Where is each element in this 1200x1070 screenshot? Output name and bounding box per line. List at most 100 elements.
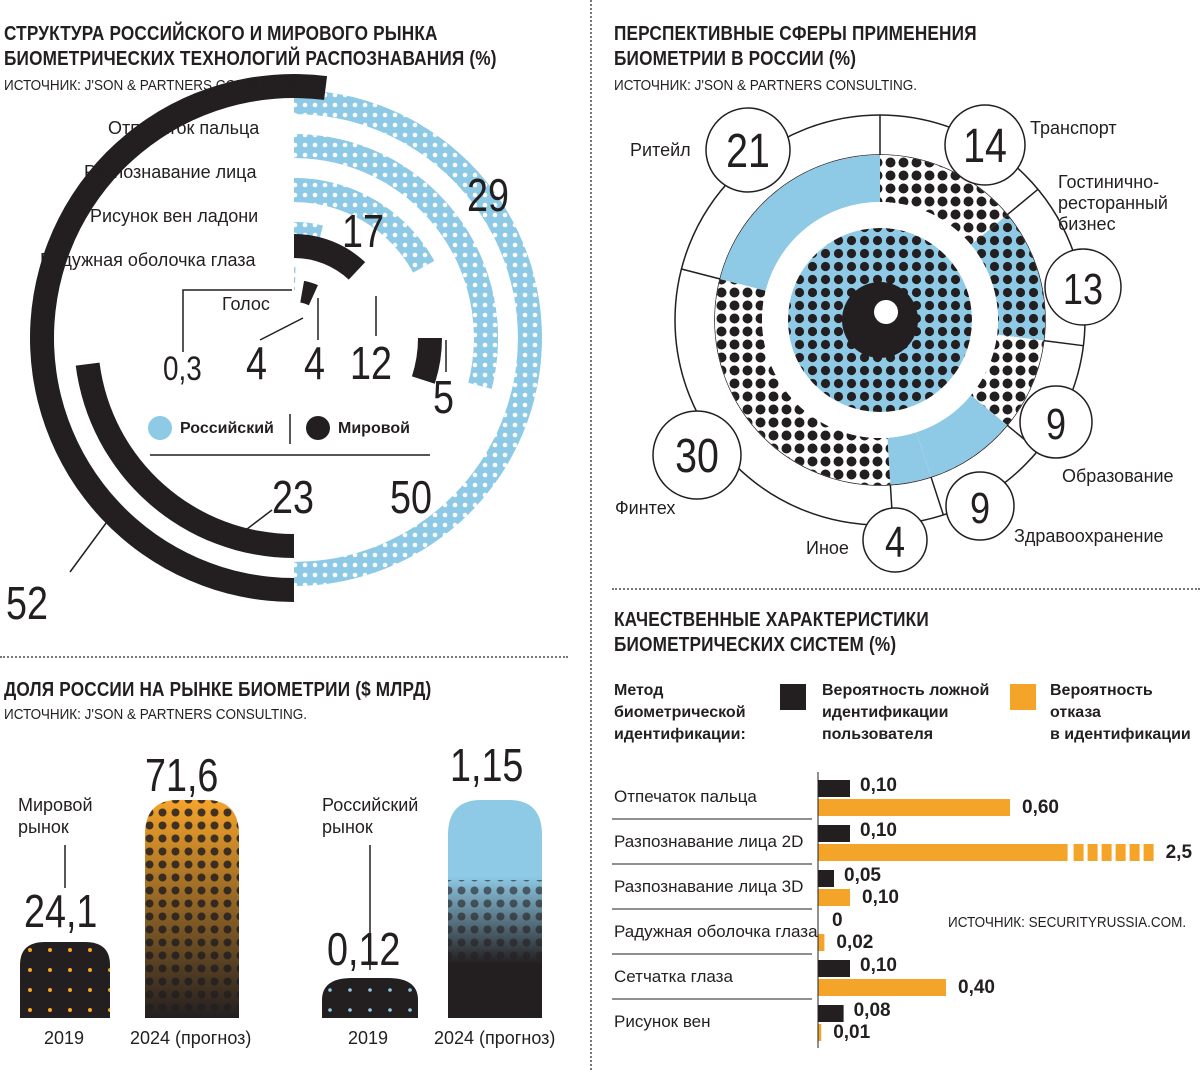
bar-frr-break-4: [1129, 844, 1140, 861]
arc-ru-voice-texture: [294, 266, 296, 291]
bar-world-2019: [20, 942, 110, 1018]
label-health: Здравоохранение: [1014, 526, 1164, 546]
ru-market-label-2: рынок: [322, 817, 373, 837]
pupil-highlight: [874, 300, 898, 324]
label-hotel-1: Гостинично-: [1058, 172, 1160, 192]
bubble-value-hotel: 13: [1063, 265, 1103, 314]
legend-world-swatch: [306, 416, 330, 440]
bar-far-face-2d: [818, 825, 850, 842]
value-frr-retina: 0,40: [958, 977, 995, 998]
seg-divider-other: [930, 476, 945, 516]
value-frr-iris: 0,02: [836, 932, 874, 953]
arc-ru-palm-texture: [294, 178, 435, 273]
value-ru-iris: 4: [246, 337, 267, 389]
bar-frr-break-5: [1143, 844, 1154, 861]
value-far-retina: 0,10: [860, 955, 897, 976]
panel4-title-line2: БИОМЕТРИЧЕСКИХ СИСТЕМ (%): [614, 634, 897, 656]
value-world-2019: 24,1: [24, 885, 98, 937]
vertical-divider: [590, 0, 592, 1070]
legend-world-label: Мировой: [338, 420, 410, 437]
value-ru-palm: 17: [342, 205, 384, 257]
label-fintech: Финтех: [615, 498, 676, 518]
value-world-2024: 71,6: [145, 749, 219, 801]
bar-russia-2019: [322, 978, 418, 1018]
col-frr-1: Вероятность: [1050, 682, 1153, 699]
arc-ru-face-texture: [294, 134, 498, 389]
value-far-iris: 0: [832, 910, 843, 931]
row-label-retina: Сетчатка глаза: [614, 967, 733, 986]
value-frr-face-2d: 2,5: [1165, 842, 1193, 863]
cat-palm-vein: Рисунок вен ладони: [90, 206, 259, 226]
bar-frr-face-2d: [818, 844, 1068, 861]
bar-frr-fingerprint: [818, 799, 1010, 816]
col-method-3: идентификации:: [614, 726, 746, 743]
bubble-retail: [705, 107, 791, 193]
bubble-transport: [944, 104, 1026, 186]
bar-far-face-3d: [818, 870, 834, 887]
panel4-source: ИСТОЧНИК: SECURITYRUSSIA.COM.: [948, 914, 1187, 931]
bubble-education: [1019, 385, 1093, 459]
arc-world-voice: [300, 280, 318, 306]
col-far-2: идентификации: [822, 704, 949, 721]
value-ru-2024: 1,15: [450, 739, 524, 791]
col-frr-3: в идентификации: [1050, 726, 1191, 743]
value-ru-face: 29: [467, 169, 509, 221]
panel1-source: ИСТОЧНИК: J'SON & PARTNERS CONSULTING.: [4, 77, 308, 94]
legend-russian-swatch: [148, 416, 172, 440]
bubble-value-other: 4: [885, 518, 905, 567]
seg-divider-retail: [681, 268, 721, 280]
arc-world-palm: [411, 338, 443, 384]
world-market-label-2: рынок: [18, 817, 69, 837]
year-ru-2024: 2024 (прогноз): [434, 1028, 556, 1048]
seg-fintech: [715, 278, 891, 485]
seg-divider-education: [1043, 339, 1084, 347]
cat-iris: Радужная оболочка глаза: [40, 250, 256, 270]
value-world-iris: 12: [350, 337, 392, 389]
seg-other: [887, 432, 931, 485]
value-frr-fingerprint: 0,60: [1022, 797, 1059, 818]
bar-world-2024-dots: [145, 800, 239, 1018]
row-label-iris: Радужная оболочка глаза: [614, 922, 818, 941]
bubble-value-health: 9: [970, 484, 990, 533]
quality-bar-chart: [612, 772, 1154, 1048]
value-ru-voice: 0,3: [163, 350, 202, 388]
legend-russian-label: Российский: [180, 420, 274, 437]
bar-far-fingerprint: [818, 780, 850, 797]
col-method-2: биометрической: [614, 704, 746, 721]
bubble-health: [945, 471, 1015, 541]
bubble-value-education: 9: [1046, 400, 1066, 449]
panel3-source: ИСТОЧНИК: J'SON & PARTNERS CONSULTING.: [4, 706, 308, 723]
bubble-value-fintech: 30: [675, 429, 719, 483]
row-label-vein: Рисунок вен: [614, 1012, 711, 1031]
bar-frr-break-3: [1115, 844, 1126, 861]
ru-market-label-1: Российский: [322, 795, 419, 815]
year-world-2019: 2019: [44, 1028, 85, 1048]
value-ru-2019: 0,12: [327, 923, 401, 975]
bar-frr-retina: [818, 979, 946, 996]
bubble-value-retail: 21: [726, 124, 770, 178]
col-method-1: Метод: [614, 682, 664, 699]
radial-bar-chart: [30, 73, 542, 602]
label-hotel-3: бизнес: [1058, 214, 1116, 234]
year-ru-2019: 2019: [348, 1028, 389, 1048]
bar-frr-face-3d: [818, 889, 850, 906]
value-world-fingerprint: 52: [6, 577, 48, 629]
row-label-face-3d: Разпознавание лица 3D: [614, 877, 804, 896]
row-label-fingerprint: Отпечаток пальца: [614, 787, 757, 806]
seg-education: [970, 334, 1044, 426]
bar-frr-break-0: [1073, 844, 1084, 861]
value-frr-vein: 0,01: [833, 1022, 871, 1043]
seg-transport: [880, 155, 1008, 245]
bubble-fintech: [652, 410, 742, 500]
year-world-2024: 2024 (прогноз): [130, 1028, 252, 1048]
bar-frr-break-2: [1101, 844, 1112, 861]
value-far-vein: 0,08: [853, 1000, 891, 1021]
value-far-face-2d: 0,10: [860, 820, 897, 841]
bar-frr-vein: [818, 1024, 822, 1041]
eye-pie-chart: 21 14 13 9 9 4 30: [652, 104, 1122, 573]
bar-frr-break-1: [1087, 844, 1098, 861]
col-far-1: Вероятность ложной: [822, 682, 990, 699]
panel3-title: ДОЛЯ РОССИИ НА РЫНКЕ БИОМЕТРИИ ($ МЛРД): [4, 679, 432, 701]
label-hotel-2: ресторанный: [1058, 193, 1168, 213]
